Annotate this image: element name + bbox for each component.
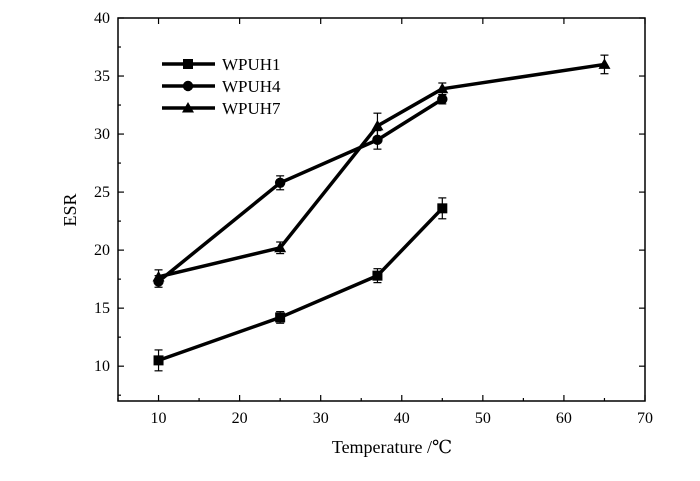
legend-marker (182, 102, 194, 113)
y-axis-title: ESR (60, 193, 80, 226)
data-point (436, 82, 449, 94)
x-tick-label: 20 (232, 410, 248, 427)
data-point (372, 134, 383, 146)
y-tick-label: 20 (94, 242, 110, 259)
series-wpuh7 (152, 54, 611, 285)
data-series (152, 54, 611, 372)
data-point (153, 355, 164, 366)
x-axis-title: Temperature /℃ (332, 437, 452, 457)
x-tick-label: 60 (556, 410, 572, 427)
legend-label: WPUH7 (222, 99, 281, 118)
axis-ticks: 10 20 30 40 50 60 70 10 15 20 25 30 35 40 (94, 10, 653, 427)
series-line (157, 207, 444, 363)
data-point (372, 270, 383, 281)
data-point (598, 58, 611, 69)
plot-frame (117, 17, 646, 402)
data-point (274, 241, 287, 253)
data-point (437, 94, 448, 105)
legend-label: WPUH1 (222, 55, 281, 74)
y-tick-label: 30 (94, 126, 110, 143)
x-tick-label: 50 (475, 410, 491, 427)
series-wpuh1 (153, 197, 448, 372)
series-line (158, 62, 605, 279)
legend-marker (182, 80, 194, 92)
series-wpuh4 (153, 93, 448, 288)
series-line (157, 97, 444, 283)
data-point (371, 119, 384, 131)
y-tick-label: 15 (94, 300, 110, 317)
y-tick-label: 25 (94, 184, 110, 201)
legend-marker (183, 59, 193, 69)
legend-label: WPUH4 (222, 77, 281, 96)
plot-border (117, 17, 646, 402)
data-point (152, 270, 165, 282)
x-tick-label: 10 (151, 410, 167, 427)
y-tick-label: 40 (94, 10, 110, 27)
data-point (437, 203, 448, 214)
data-point (274, 177, 286, 189)
x-tick-label: 40 (394, 410, 410, 427)
data-point (275, 312, 286, 323)
x-tick-label: 70 (637, 410, 653, 427)
x-tick-label: 30 (313, 410, 329, 427)
legend: WPUH1 WPUH4 WPUH7 (162, 55, 281, 118)
y-tick-label: 10 (94, 358, 110, 375)
y-tick-label: 35 (94, 68, 110, 85)
